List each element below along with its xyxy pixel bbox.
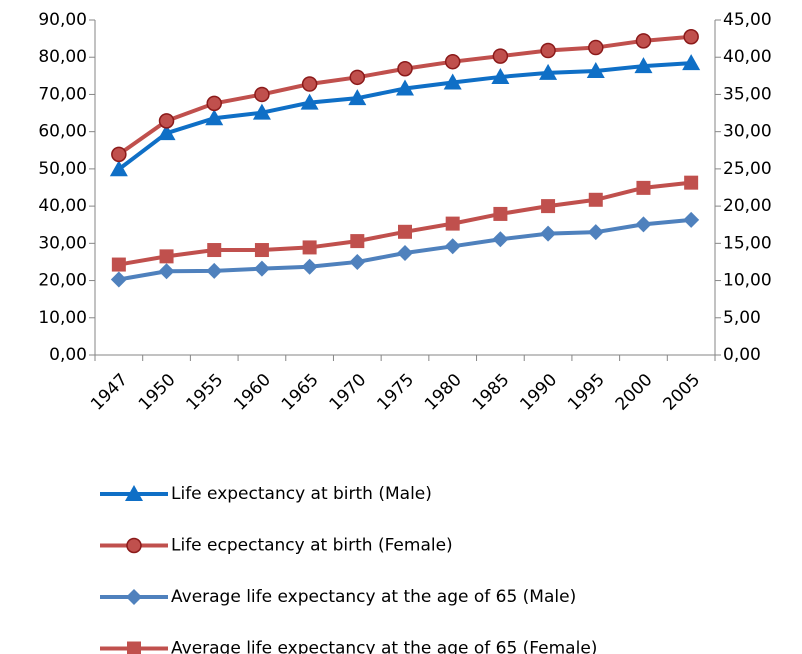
marker (125, 485, 143, 501)
y2-tick-label: 20,00 (723, 196, 772, 216)
y-tick-label: 0,00 (49, 345, 87, 365)
x-tick-label: 1965 (278, 370, 323, 415)
y2-tick-label: 30,00 (723, 122, 772, 142)
y-tick-label: 30,00 (38, 233, 87, 253)
marker (491, 67, 510, 84)
marker (588, 192, 603, 207)
series-line (117, 34, 692, 157)
x-tick-label: 1950 (135, 370, 180, 415)
marker (445, 216, 460, 231)
x-tick-label: 1980 (421, 370, 466, 415)
marker (684, 175, 699, 190)
y-tick-label: 60,00 (38, 122, 87, 142)
legend-label: Life ecpectancy at birth (Female) (171, 536, 453, 556)
marker (444, 238, 461, 255)
marker (636, 180, 651, 195)
marker (635, 216, 652, 233)
x-tick-label: 1975 (373, 370, 418, 415)
marker (158, 263, 175, 280)
legend-label: Life expectancy at birth (Male) (171, 484, 432, 504)
marker (397, 61, 413, 77)
y2-tick-label: 0,00 (723, 345, 761, 365)
marker (444, 53, 461, 70)
y-tick-label: 20,00 (38, 271, 87, 291)
marker (349, 253, 366, 270)
marker (111, 146, 127, 163)
marker (396, 79, 414, 96)
marker (682, 54, 701, 71)
y2-tick-label: 40,00 (723, 47, 772, 67)
y2-tick-label: 45,00 (723, 10, 772, 30)
marker (587, 224, 604, 241)
y2-tick-label: 15,00 (723, 233, 772, 253)
marker (158, 113, 175, 129)
y2-tick-label: 25,00 (723, 159, 772, 179)
marker (493, 206, 508, 221)
marker (126, 589, 142, 605)
x-tick-label: 2000 (612, 370, 657, 415)
marker (540, 225, 557, 242)
marker (157, 124, 176, 141)
marker (126, 537, 142, 554)
marker (683, 211, 700, 228)
y2-tick-label: 10,00 (723, 271, 772, 291)
marker (588, 39, 604, 56)
y-tick-label: 40,00 (38, 196, 87, 216)
marker (492, 48, 509, 64)
y-tick-label: 70,00 (38, 84, 87, 104)
marker (586, 61, 605, 78)
legend-label: Average life expectancy at the age of 65… (171, 587, 576, 607)
marker (300, 93, 319, 110)
marker (301, 258, 318, 275)
marker (541, 199, 556, 214)
series-line (117, 61, 692, 171)
marker (252, 103, 271, 120)
y-tick-label: 50,00 (38, 159, 87, 179)
y-tick-label: 80,00 (38, 47, 87, 67)
legend-label: Average life expectancy at the age of 65… (171, 639, 597, 654)
x-tick-label: 1960 (230, 370, 275, 415)
x-tick-label: 1955 (183, 370, 228, 415)
marker (127, 641, 141, 654)
marker (443, 73, 462, 90)
marker (492, 231, 509, 248)
marker (349, 69, 366, 86)
marker (348, 89, 367, 106)
marker (159, 249, 174, 264)
x-tick-label: 1985 (469, 370, 514, 415)
marker (635, 33, 652, 49)
marker (253, 260, 270, 277)
marker (397, 245, 413, 262)
y2-tick-label: 35,00 (723, 84, 772, 104)
x-tick-label: 2005 (659, 370, 704, 415)
marker (539, 63, 558, 80)
x-tick-label: 1990 (516, 370, 561, 415)
marker (683, 29, 699, 45)
marker (254, 86, 270, 103)
y-tick-label: 10,00 (38, 308, 87, 328)
marker (206, 262, 223, 279)
y-tick-label: 90,00 (38, 10, 87, 30)
x-tick-label: 1947 (87, 370, 132, 415)
marker (302, 240, 317, 255)
marker (109, 160, 128, 177)
marker (207, 243, 222, 258)
marker (206, 95, 222, 112)
marker (254, 243, 269, 258)
marker (205, 109, 224, 126)
marker (110, 271, 127, 288)
marker (350, 234, 365, 249)
y2-tick-label: 5,00 (723, 308, 761, 328)
x-tick-label: 1970 (326, 370, 371, 415)
marker (111, 257, 126, 272)
marker (634, 57, 653, 74)
marker (398, 224, 412, 239)
x-tick-label: 1995 (564, 370, 609, 415)
marker (301, 76, 318, 92)
marker (540, 42, 556, 59)
